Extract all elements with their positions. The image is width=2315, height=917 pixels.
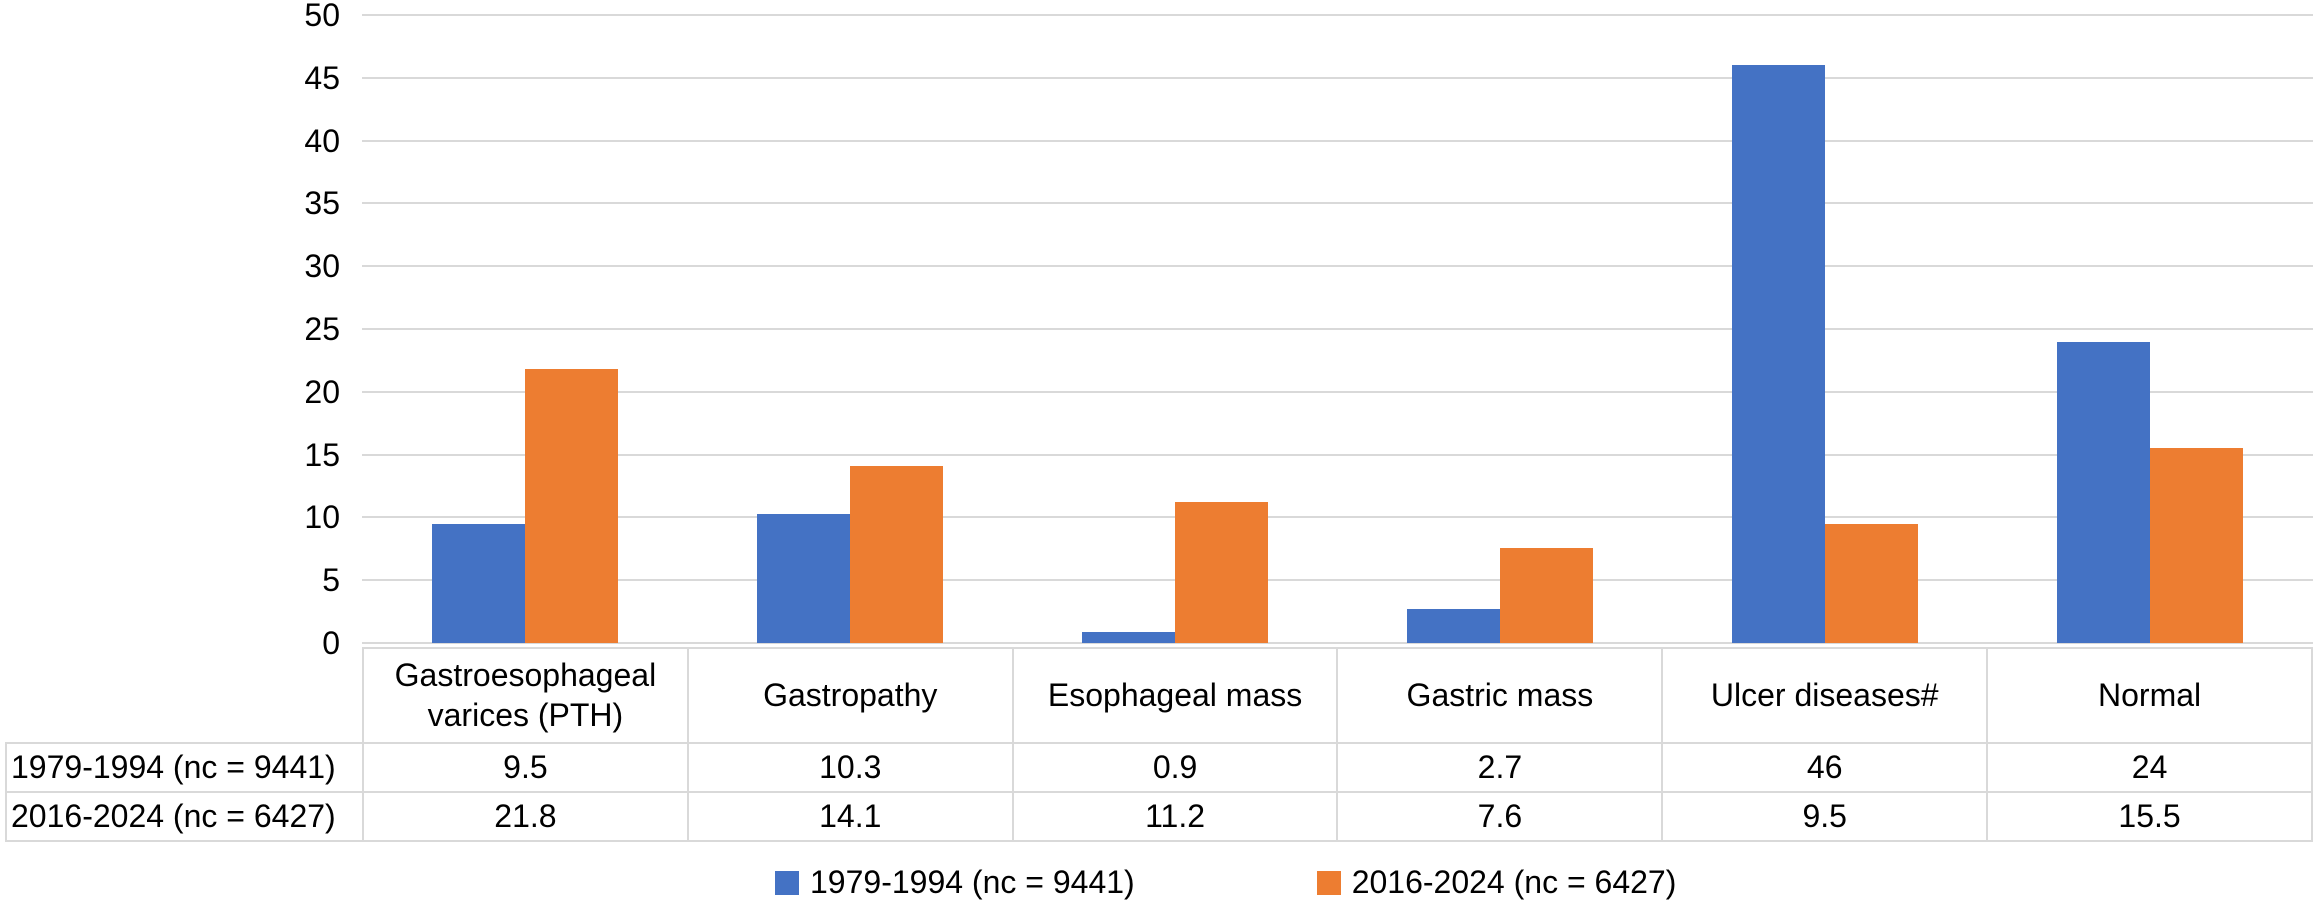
legend-entry-2: 2016-2024 (nc = 6427): [1316, 864, 1677, 901]
bar-series2-cat6: [2150, 448, 2244, 643]
gridline: [362, 202, 2313, 205]
y-axis-tick-label: 0: [322, 625, 340, 661]
legend-entry-1: 1979-1994 (nc = 9441): [775, 864, 1135, 901]
legend-swatch-icon: [775, 870, 799, 895]
bar-group-5: [1663, 15, 1988, 643]
value-cell: 21.8: [362, 791, 689, 842]
gridline: [362, 516, 2313, 519]
bar-series1-cat4: [1407, 609, 1501, 643]
gridline: [362, 390, 2313, 393]
y-axis-tick-label: 35: [304, 185, 340, 222]
table-corner-cell: [6, 648, 363, 743]
category-header: Gastric mass: [1336, 647, 1664, 744]
bar-group-4: [1338, 15, 1663, 643]
bar-series1-cat3: [1081, 631, 1175, 643]
series-row-label: 2016-2024 (nc = 6427): [5, 791, 364, 842]
bar-series1-cat6: [2057, 341, 2151, 643]
bar-group-6: [1988, 15, 2313, 643]
x-axis-line: [362, 642, 2313, 644]
category-header: Esophageal mass: [1011, 647, 1339, 744]
bar-series1-cat2: [756, 513, 850, 643]
bar-series1-cat1: [431, 523, 525, 643]
y-axis-tick-label: 45: [304, 59, 340, 96]
value-cell: 7.6: [1336, 791, 1664, 842]
gridline: [362, 265, 2313, 268]
gridline: [362, 76, 2313, 79]
y-axis-tick-label: 40: [304, 122, 340, 159]
value-cell: 24: [1986, 742, 2313, 793]
gridline: [362, 139, 2313, 142]
bar-group-3: [1012, 15, 1337, 643]
category-header: Gastroesophageal varices (PTH): [362, 647, 689, 744]
y-axis-tick-label: 30: [304, 248, 340, 285]
table-row: 1979-1994 (nc = 9441) 9.5 10.3 0.9 2.7 46 24: [5, 742, 2313, 793]
value-cell: 9.5: [362, 742, 689, 793]
y-axis-tick-label: 5: [322, 562, 340, 599]
bar-group-2: [687, 15, 1012, 643]
gridline: [362, 579, 2313, 582]
table-header-row: Gastroesophageal varices (PTH) Gastropath…: [6, 647, 2313, 744]
y-axis-tick-label: 20: [304, 373, 340, 410]
gridline: [362, 453, 2313, 456]
category-header: Normal: [1986, 647, 2313, 744]
bar-series2-cat2: [849, 465, 943, 643]
bar-series2-cat1: [524, 369, 618, 643]
y-axis-tick-label: 25: [304, 311, 340, 347]
legend-label: 2016-2024 (nc = 6427): [1351, 864, 1677, 900]
legend-swatch-icon: [1316, 870, 1341, 895]
bar-series2-cat4: [1500, 547, 1594, 643]
value-cell: 10.3: [686, 742, 1014, 793]
y-axis-tick-label: 10: [304, 499, 340, 536]
data-table: Gastroesophageal varices (PTH) Gastropath…: [5, 647, 2313, 842]
value-cell: 46: [1661, 742, 1989, 793]
bar-series2-cat5: [1825, 523, 1919, 643]
value-cell: 14.1: [686, 791, 1014, 842]
category-header: Ulcer diseases#: [1661, 647, 1989, 744]
series-row-label: 1979-1994 (nc = 9441): [5, 742, 364, 793]
table-row: 2016-2024 (nc = 6427) 21.8 14.1 11.2 7.6 9.5 1…: [5, 791, 2313, 842]
legend: 1979-1994 (nc = 9441) 2016-2024 (nc = 642…: [775, 864, 1676, 901]
value-cell: 2.7: [1336, 742, 1664, 793]
value-cell: 0.9: [1011, 742, 1339, 793]
value-cell: 9.5: [1661, 791, 1989, 842]
value-cell: 15.5: [1986, 791, 2313, 842]
y-axis-tick-label: 15: [304, 436, 340, 473]
gridline: [362, 14, 2313, 16]
value-cell: 11.2: [1011, 791, 1339, 842]
bar-series1-cat5: [1732, 65, 1826, 643]
gridline: [362, 328, 2313, 330]
legend-label: 1979-1994 (nc = 9441): [810, 864, 1135, 900]
y-axis-tick-label: 50: [304, 0, 340, 33]
bar-group-1: [362, 15, 687, 643]
category-header: Gastropathy: [686, 647, 1014, 744]
bar-series2-cat3: [1174, 502, 1268, 643]
